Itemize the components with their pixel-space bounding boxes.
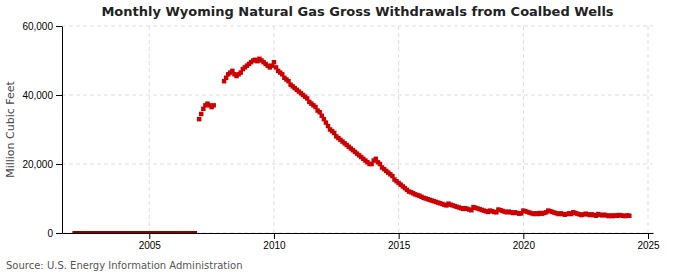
x-axis: 2005 2010 2015 2020 2025 bbox=[63, 233, 661, 251]
y-tick-mark bbox=[56, 95, 62, 96]
y-grid-line bbox=[62, 233, 653, 234]
y-tick: 20,000 bbox=[22, 159, 62, 170]
x-tick-label: 2020 bbox=[513, 240, 536, 251]
y-tick: 40,000 bbox=[22, 90, 62, 101]
y-tick-label: 20,000 bbox=[22, 159, 53, 170]
chart: 2005 2010 2015 2020 2025 0 20,000 40,000 60,000 M… bbox=[0, 0, 675, 275]
y-tick-label: 60,000 bbox=[22, 21, 53, 32]
x-tick: 2025 bbox=[637, 233, 660, 251]
y-tick: 0 bbox=[47, 228, 62, 239]
x-grid-line bbox=[523, 26, 524, 233]
y-tick-label: 0 bbox=[47, 228, 53, 239]
point bbox=[199, 112, 203, 116]
x-tick-mark bbox=[274, 233, 275, 239]
plot: 2005 2010 2015 2020 2025 0 20,000 40,000 60,000 bbox=[22, 21, 660, 251]
x-tick-label: 2025 bbox=[637, 240, 660, 251]
y-tick-mark bbox=[56, 233, 62, 234]
x-grid-line bbox=[648, 26, 649, 233]
y-tick: 60,000 bbox=[22, 21, 62, 32]
line bbox=[72, 231, 197, 233]
y-grid-line bbox=[62, 26, 653, 27]
point bbox=[197, 117, 201, 121]
y-tick-mark bbox=[56, 26, 62, 27]
point bbox=[272, 60, 276, 64]
y-axis-title: Million Cubic Feet bbox=[4, 80, 17, 177]
x-tick-mark bbox=[149, 233, 150, 239]
x-tick-label: 2010 bbox=[263, 240, 286, 251]
point bbox=[627, 214, 631, 218]
x-tick-label: 2005 bbox=[139, 240, 162, 251]
y-tick-label: 40,000 bbox=[22, 90, 53, 101]
x-axis-line bbox=[63, 233, 654, 234]
x-grid-line bbox=[149, 26, 150, 233]
x-grid-line bbox=[398, 26, 399, 233]
x-tick-mark bbox=[648, 233, 649, 239]
x-tick: 2005 bbox=[139, 233, 162, 251]
annotation: Source: U.S. Energy Information Administ… bbox=[6, 260, 243, 271]
marks bbox=[72, 57, 631, 233]
y-grid-line bbox=[62, 164, 653, 165]
x-tick: 2020 bbox=[513, 233, 536, 251]
x-tick-mark bbox=[399, 233, 400, 239]
title: Monthly Wyoming Natural Gas Gross Withdr… bbox=[101, 4, 613, 19]
x-tick: 2015 bbox=[388, 233, 411, 251]
x-tick: 2010 bbox=[263, 233, 286, 251]
chart-container: 2005 2010 2015 2020 2025 0 20,000 40,000 60,000 M… bbox=[0, 0, 675, 275]
x-tick-label: 2015 bbox=[388, 240, 411, 251]
grid bbox=[62, 26, 653, 233]
y-axis: 0 20,000 40,000 60,000 bbox=[22, 21, 62, 239]
y-axis-line bbox=[62, 27, 63, 234]
point bbox=[211, 103, 215, 107]
y-tick-mark bbox=[56, 164, 62, 165]
x-grid-line bbox=[273, 26, 274, 233]
y-grid-line bbox=[62, 95, 653, 96]
x-tick-mark bbox=[523, 233, 524, 239]
